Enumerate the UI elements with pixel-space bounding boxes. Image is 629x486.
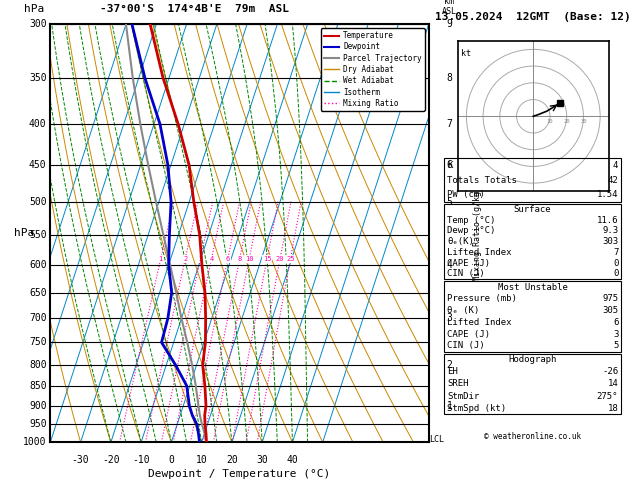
Text: 1: 1 <box>159 256 163 262</box>
Text: -37°00'S  174°4B'E  79m  ASL: -37°00'S 174°4B'E 79m ASL <box>99 4 289 14</box>
Text: 5: 5 <box>613 341 618 350</box>
Text: 42: 42 <box>608 175 618 185</box>
Text: 4: 4 <box>209 256 214 262</box>
Text: 15: 15 <box>263 256 271 262</box>
Text: 0: 0 <box>169 455 174 465</box>
Text: 30: 30 <box>580 119 587 124</box>
Text: 9.3: 9.3 <box>602 226 618 235</box>
Text: 10: 10 <box>245 256 253 262</box>
Text: -10: -10 <box>132 455 150 465</box>
Text: -20: -20 <box>102 455 120 465</box>
Text: 3: 3 <box>447 313 452 324</box>
Text: Dewp (°C): Dewp (°C) <box>447 226 496 235</box>
Text: 7: 7 <box>447 119 452 129</box>
Text: θₑ (K): θₑ (K) <box>447 306 479 315</box>
Text: kt: kt <box>461 49 471 57</box>
Text: StmSpd (kt): StmSpd (kt) <box>447 404 506 413</box>
Text: 2: 2 <box>183 256 187 262</box>
Text: 7: 7 <box>613 248 618 257</box>
Text: 275°: 275° <box>597 392 618 400</box>
Text: 14: 14 <box>608 380 618 388</box>
Text: 800: 800 <box>29 360 47 370</box>
Text: 40: 40 <box>287 455 298 465</box>
Text: 750: 750 <box>29 337 47 347</box>
Text: Totals Totals: Totals Totals <box>447 175 517 185</box>
Text: 700: 700 <box>29 313 47 324</box>
Text: 350: 350 <box>29 73 47 83</box>
Text: 3: 3 <box>198 256 203 262</box>
Text: 9: 9 <box>447 19 452 29</box>
Text: 450: 450 <box>29 160 47 170</box>
Text: 8: 8 <box>238 256 242 262</box>
Text: 3: 3 <box>613 330 618 339</box>
Text: CIN (J): CIN (J) <box>447 341 484 350</box>
Text: 0: 0 <box>613 259 618 268</box>
Text: 6: 6 <box>447 160 452 170</box>
Text: CAPE (J): CAPE (J) <box>447 259 490 268</box>
Text: 5: 5 <box>447 197 452 207</box>
Text: Lifted Index: Lifted Index <box>447 248 511 257</box>
Text: 13.05.2024  12GMT  (Base: 12): 13.05.2024 12GMT (Base: 12) <box>435 12 629 22</box>
Text: 975: 975 <box>602 294 618 303</box>
Legend: Temperature, Dewpoint, Parcel Trajectory, Dry Adiabat, Wet Adiabat, Isotherm, Mi: Temperature, Dewpoint, Parcel Trajectory… <box>321 28 425 111</box>
Text: 11.6: 11.6 <box>597 215 618 225</box>
Text: 25: 25 <box>286 256 294 262</box>
Text: 1: 1 <box>447 400 452 411</box>
Text: θₑ(K): θₑ(K) <box>447 237 474 246</box>
Text: 10: 10 <box>547 119 554 124</box>
Text: 4: 4 <box>613 161 618 170</box>
Text: 6: 6 <box>226 256 230 262</box>
Text: 550: 550 <box>29 230 47 240</box>
Text: CAPE (J): CAPE (J) <box>447 330 490 339</box>
Text: 18: 18 <box>608 404 618 413</box>
Text: PW (cm): PW (cm) <box>447 190 484 199</box>
Text: StmDir: StmDir <box>447 392 479 400</box>
Text: 8: 8 <box>447 73 452 83</box>
Text: 10: 10 <box>196 455 208 465</box>
Text: 850: 850 <box>29 381 47 391</box>
Text: 950: 950 <box>29 419 47 430</box>
Text: Pressure (mb): Pressure (mb) <box>447 294 517 303</box>
Text: 0: 0 <box>613 269 618 278</box>
Text: 300: 300 <box>29 19 47 29</box>
Text: 1000: 1000 <box>23 437 47 447</box>
Text: LCL: LCL <box>430 435 444 444</box>
Text: 1.54: 1.54 <box>597 190 618 199</box>
Text: 650: 650 <box>29 288 47 298</box>
Text: EH: EH <box>447 367 458 376</box>
Text: 20: 20 <box>226 455 238 465</box>
Text: 400: 400 <box>29 119 47 129</box>
Text: 305: 305 <box>602 306 618 315</box>
Text: 500: 500 <box>29 197 47 207</box>
Text: km
ASL: km ASL <box>442 0 457 16</box>
Text: 600: 600 <box>29 260 47 270</box>
Text: 303: 303 <box>602 237 618 246</box>
Text: K: K <box>447 161 452 170</box>
Text: 30: 30 <box>256 455 268 465</box>
Text: Surface: Surface <box>514 205 552 214</box>
Text: 2: 2 <box>447 360 452 370</box>
Text: © weatheronline.co.uk: © weatheronline.co.uk <box>484 432 581 441</box>
Text: 900: 900 <box>29 400 47 411</box>
Text: -30: -30 <box>72 455 89 465</box>
Text: 20: 20 <box>564 119 570 124</box>
Text: 20: 20 <box>276 256 284 262</box>
Text: Hodograph: Hodograph <box>508 355 557 364</box>
Text: Lifted Index: Lifted Index <box>447 318 511 327</box>
Text: 6: 6 <box>613 318 618 327</box>
Text: SREH: SREH <box>447 380 469 388</box>
Text: hPa: hPa <box>24 4 44 14</box>
Text: Dewpoint / Temperature (°C): Dewpoint / Temperature (°C) <box>148 469 331 479</box>
Text: Most Unstable: Most Unstable <box>498 282 567 292</box>
Text: Temp (°C): Temp (°C) <box>447 215 496 225</box>
Text: hPa: hPa <box>14 228 34 238</box>
Text: -26: -26 <box>602 367 618 376</box>
Text: CIN (J): CIN (J) <box>447 269 484 278</box>
Text: Mixing Ratio (g/kg): Mixing Ratio (g/kg) <box>473 186 482 281</box>
Text: 4: 4 <box>447 260 452 270</box>
